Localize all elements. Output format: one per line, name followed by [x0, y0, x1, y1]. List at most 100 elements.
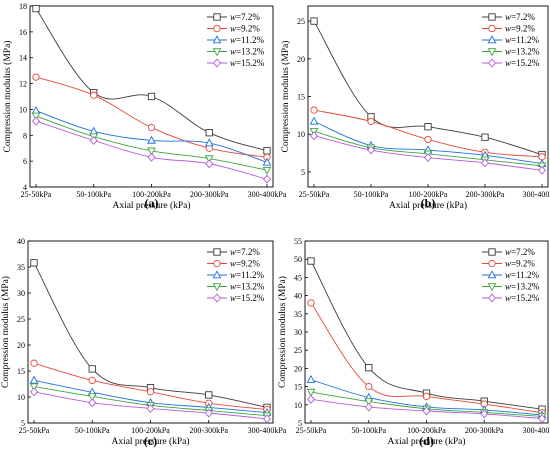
legend-marker	[487, 48, 497, 57]
y-tick-label: 20	[17, 341, 25, 350]
data-point	[147, 135, 156, 144]
y-tick-label: 10	[294, 401, 302, 410]
data-point	[310, 106, 318, 114]
y-axis-label: Compression modulus (MPa)	[0, 276, 11, 388]
y-tick-label: 45	[294, 273, 302, 282]
data-point	[89, 135, 98, 145]
data-point	[88, 376, 96, 385]
x-tick-label: 300-400kPa	[248, 190, 287, 199]
y-tick-label: 35	[17, 263, 25, 272]
data-point	[262, 157, 272, 166]
x-tick-label: 100-200kPa	[132, 190, 171, 199]
legend-label: w=7.2%	[505, 247, 535, 257]
data-point	[29, 375, 39, 384]
series-line	[313, 20, 543, 156]
data-point	[310, 17, 318, 25]
legend-marker	[487, 35, 497, 44]
y-tick-label: 20	[294, 364, 302, 373]
y-tick-label: 15	[17, 367, 25, 376]
legend-label: w=15.2%	[230, 58, 265, 68]
legend-marker	[488, 13, 496, 21]
y-tick-label: 10	[19, 105, 27, 114]
legend-marker	[488, 24, 496, 33]
x-tick-label: 50-100kPa	[354, 190, 389, 199]
legend-label: w=13.2%	[505, 282, 540, 292]
data-point	[262, 174, 272, 184]
data-point	[32, 73, 40, 81]
data-point	[29, 383, 39, 392]
data-point	[262, 414, 272, 424]
data-point	[32, 4, 40, 13]
data-point	[537, 414, 547, 424]
x-tick-label: 300-400kPa	[523, 190, 550, 199]
x-tick-label: 300-400kPa	[248, 426, 287, 435]
x-tick-label: 25-50kPa	[19, 426, 50, 435]
y-tick-label: 30	[17, 289, 25, 298]
legend-marker	[212, 270, 222, 279]
panel-label: (a)	[145, 196, 159, 210]
legend-marker	[488, 259, 496, 268]
legend-marker	[213, 13, 221, 21]
y-tick-label: 35	[294, 310, 302, 319]
data-point	[147, 92, 156, 101]
legend-label: w=11.2%	[505, 35, 540, 45]
data-point	[204, 408, 213, 418]
y-tick-label: 16	[19, 28, 27, 37]
y-tick-label: 30	[294, 328, 302, 337]
y-axis-label: Compression modulus (MPa)	[277, 276, 288, 388]
data-point	[87, 393, 97, 402]
x-tick-label: 25-50kPa	[299, 190, 330, 199]
legend-label: w=9.2%	[505, 24, 535, 34]
data-point	[306, 374, 316, 383]
data-point	[90, 91, 98, 99]
legend-marker	[487, 58, 497, 68]
series-line	[35, 76, 268, 158]
legend-marker	[487, 283, 497, 292]
legend-marker	[213, 24, 221, 33]
legend-marker	[213, 259, 221, 268]
y-tick-label: 25	[294, 346, 302, 355]
legend-marker	[488, 248, 496, 256]
data-point	[31, 112, 41, 121]
legend-label: w=11.2%	[230, 270, 265, 280]
series-line	[33, 262, 268, 408]
y-axis-label: Compression modulus (MPa)	[280, 41, 291, 153]
data-point	[146, 403, 155, 413]
x-tick-label: 200-300kPa	[466, 190, 505, 199]
data-point	[205, 391, 213, 399]
y-tick-label: 25	[297, 17, 305, 26]
data-point	[422, 406, 431, 416]
y-tick-label: 25	[17, 315, 25, 324]
x-tick-label: 25-50kPa	[21, 190, 52, 199]
x-axis-label: Axial pressure (kPa)	[389, 200, 467, 211]
data-point	[146, 388, 155, 396]
data-point	[204, 155, 214, 164]
x-tick-label: 200-300kPa	[190, 190, 229, 199]
data-point	[262, 166, 272, 175]
data-point	[263, 147, 271, 155]
y-tick-label: 14	[19, 54, 27, 63]
data-point	[306, 394, 316, 404]
x-tick-label: 200-300kPa	[465, 426, 504, 435]
legend-marker	[212, 58, 222, 68]
data-point	[364, 402, 373, 412]
x-tick-label: 200-300kPa	[189, 426, 228, 435]
legend-label: w=7.2%	[230, 247, 260, 257]
x-tick-label: 25-50kPa	[296, 426, 327, 435]
chart-panel: 5 10 15 20 25 30 35 40 45 50 55 25-50kPa 50-100kPa 10…	[277, 237, 550, 448]
data-point	[367, 117, 375, 126]
data-point	[422, 392, 431, 401]
legend-label: w=15.2%	[505, 293, 540, 303]
chart-panel: 5 10 15 20 25 25-50kPa 50-100kPa 100-200kPa 200-…	[280, 5, 550, 211]
legend-marker	[212, 283, 222, 292]
y-tick-label: 40	[17, 237, 25, 246]
x-axis-label: Axial pressure (kPa)	[111, 436, 189, 447]
legend-label: w=11.2%	[505, 270, 540, 280]
data-point	[306, 388, 316, 397]
x-tick-label: 300-400kPa	[523, 426, 550, 435]
y-tick-label: 5	[298, 419, 302, 428]
data-point	[309, 131, 319, 141]
panel-label: (b)	[421, 196, 436, 210]
chart-panel: 4 6 8 10 12 14 16 18 25-50kPa 50-100kPa 100-200kPa…	[2, 2, 287, 211]
y-tick-label: 15	[297, 93, 305, 102]
